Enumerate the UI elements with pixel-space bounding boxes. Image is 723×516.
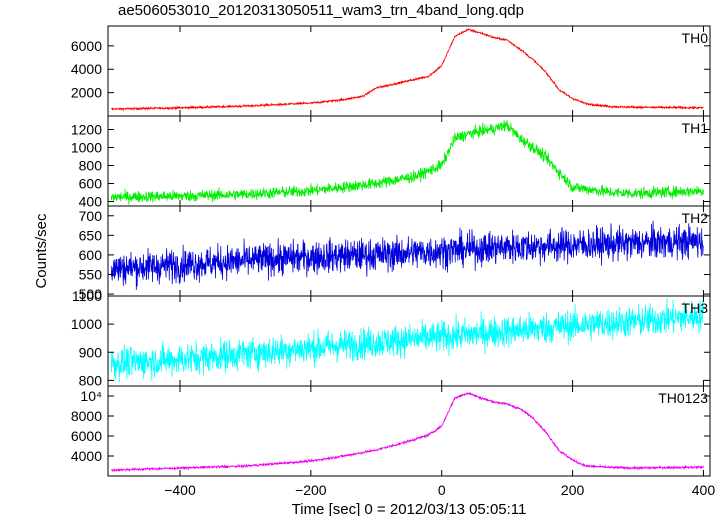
y-axis-label: Counts/sec: [33, 213, 50, 289]
y-tick-label: 600: [79, 247, 103, 263]
y-tick-label: 900: [79, 344, 103, 360]
y-tick-label: 1000: [71, 316, 102, 332]
x-tick-label: 200: [561, 482, 585, 498]
y-tick-label: 4000: [71, 448, 102, 464]
y-tick-label: 10⁴: [80, 388, 102, 404]
panel-frame-th0123: [107, 385, 711, 477]
y-tick-label: 400: [79, 194, 103, 210]
x-tick-label: −200: [295, 482, 327, 498]
y-tick-label: 6000: [71, 38, 102, 54]
series-line-th3: [110, 298, 704, 382]
y-tick-label: 550: [79, 266, 103, 282]
y-tick-label: 700: [79, 208, 103, 224]
y-tick-label: 8000: [71, 408, 102, 424]
y-tick-label: 500: [79, 286, 103, 302]
chart-title: ae506053010_20120313050511_wam3_trn_4ban…: [118, 2, 524, 19]
y-tick-label: 800: [79, 372, 103, 388]
x-tick-label: 0: [438, 482, 446, 498]
y-tick-label: 1200: [71, 122, 102, 138]
x-axis-label: Time [sec] 0 = 2012/03/13 05:05:11: [292, 501, 527, 516]
panel-label-th3: TH3: [682, 300, 709, 316]
y-tick-label: 650: [79, 227, 103, 243]
series-line-th0123: [110, 391, 704, 473]
series-line-th2: [110, 220, 704, 290]
x-tick-label: −400: [164, 482, 196, 498]
panel-label-th2: TH2: [682, 210, 709, 226]
y-tick-label: 2000: [71, 85, 102, 101]
y-tick-label: 4000: [71, 61, 102, 77]
panel-label-th0123: TH0123: [658, 390, 708, 406]
x-tick-label: 400: [692, 482, 716, 498]
series-line-th1: [110, 120, 704, 205]
y-tick-label: 1100: [72, 288, 102, 304]
y-tick-label: 800: [79, 158, 103, 174]
panel-label-th1: TH1: [682, 120, 709, 136]
series-line-th0: [111, 28, 704, 112]
panel-frame-th0: [107, 25, 711, 117]
y-tick-label: 1000: [71, 140, 102, 156]
y-tick-label: 6000: [71, 428, 102, 444]
panel-label-th0: TH0: [682, 30, 709, 46]
y-tick-label: 600: [79, 176, 103, 192]
